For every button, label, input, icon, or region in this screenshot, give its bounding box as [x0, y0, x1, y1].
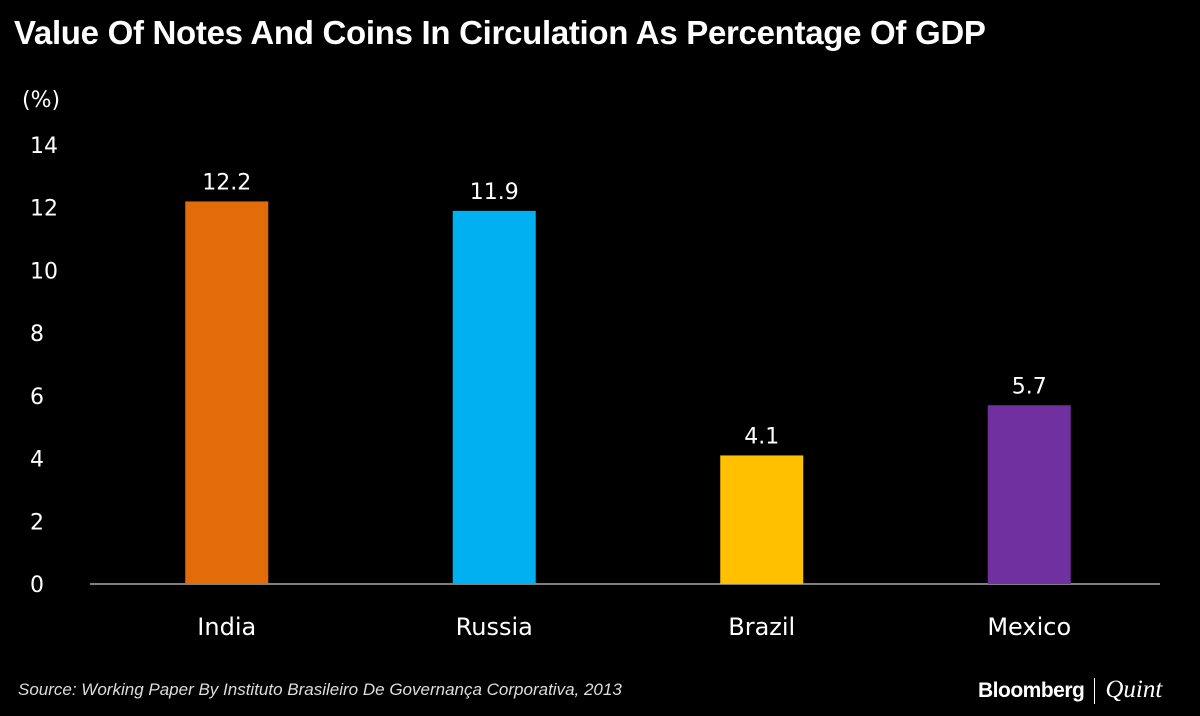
bar-brazil: [720, 455, 804, 584]
x-tick-label: Russia: [456, 613, 533, 641]
x-tick-label: Brazil: [728, 613, 795, 641]
source-note: Source: Working Paper By Instituto Brasi…: [18, 680, 622, 699]
x-tick-label: Mexico: [987, 613, 1071, 641]
y-tick-label: 4: [30, 448, 44, 473]
y-tick-label: 2: [30, 510, 44, 535]
y-tick-label: 6: [30, 385, 44, 410]
y-tick-label: 0: [30, 573, 44, 598]
bar-india: [185, 201, 269, 584]
y-tick-label: 14: [30, 134, 58, 159]
bar-mexico: [987, 405, 1071, 584]
logo-bloomberg: Bloomberg: [978, 679, 1085, 702]
y-tick-label: 12: [30, 197, 58, 222]
bar-russia: [452, 210, 536, 584]
y-axis-unit-label: (%): [22, 88, 61, 113]
logo-quint: Quint: [1105, 676, 1163, 703]
y-tick-label: 8: [30, 322, 44, 347]
x-tick-label: India: [197, 613, 256, 641]
chart-title: Value Of Notes And Coins In Circulation …: [14, 14, 986, 51]
data-label: 5.7: [1012, 374, 1047, 399]
data-label: 11.9: [470, 180, 519, 205]
data-label: 12.2: [202, 170, 251, 195]
logo-divider: [1094, 678, 1096, 704]
bloomberg-quint-logo: Bloomberg Quint: [978, 676, 1162, 704]
y-tick-label: 10: [30, 259, 58, 284]
data-label: 4.1: [744, 424, 779, 449]
